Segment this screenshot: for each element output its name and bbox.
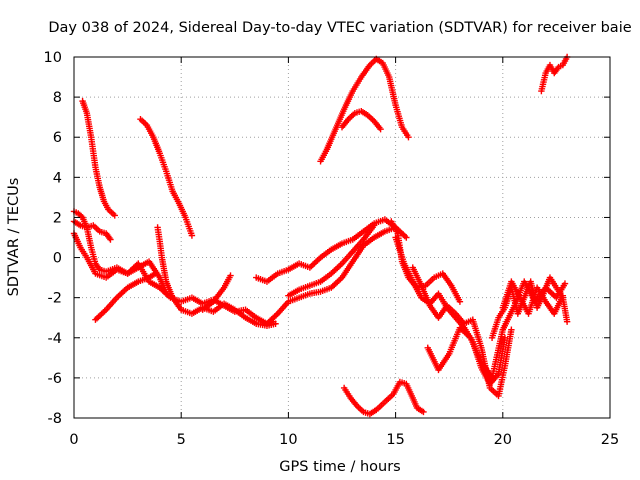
y-tick-label: 10 [44,50,62,66]
y-tick-label: 4 [53,170,62,186]
data-point [563,318,571,325]
data-point [403,234,410,241]
data-point [227,272,234,279]
series-track-t [499,278,567,317]
data-point [111,212,118,219]
x-tick-label: 20 [494,432,512,448]
data-point [377,126,384,133]
series-track-m [338,107,384,133]
y-tick-label: -4 [48,331,62,347]
y-tick-label: -6 [48,371,62,387]
y-tick-label: 0 [53,251,62,267]
data-marks [70,53,571,418]
series-track-d [79,97,118,219]
series-track-h [199,272,234,313]
series-track-l [317,55,412,165]
data-point [405,134,412,141]
axis-ticks: 0 5 10 15 20 25 -8 -6 -4 -2 0 2 4 6 8 10 [44,50,620,448]
data-point [456,298,464,305]
y-tick-label: 6 [53,130,62,146]
series-track-f [137,115,196,239]
grid-lines [74,57,610,418]
series-track-j [263,224,399,327]
series-track-k [285,222,378,299]
data-point [152,270,159,277]
chart-title: Day 038 of 2024, Sidereal Day-to-day VTE… [48,20,631,36]
y-axis-label: SDTVAR / TECUs [6,178,22,297]
plot-frame [73,56,611,419]
y-tick-label: -2 [48,291,62,307]
data-point [561,280,569,287]
x-tick-label: 5 [177,432,186,448]
data-point [501,334,509,341]
x-tick-label: 0 [69,432,78,448]
series-track-e [92,270,159,323]
data-point [107,236,114,243]
x-tick-label: 10 [279,432,297,448]
data-point [272,320,279,327]
x-axis-label: GPS time / hours [279,459,400,475]
data-point [420,408,427,416]
x-tick-label: 15 [386,432,404,448]
x-tick-label: 25 [601,432,619,448]
y-tick-label: 8 [53,90,62,106]
series-track-u [538,53,571,95]
y-tick-label: -8 [48,411,62,427]
y-tick-label: 2 [53,210,62,226]
data-point [77,212,85,220]
data-point [508,326,515,333]
series-track-n [340,378,427,418]
data-point [188,232,196,239]
series-track-q [409,264,515,400]
data-point [559,292,567,299]
data-point [370,222,378,229]
series-track-g [154,224,279,329]
